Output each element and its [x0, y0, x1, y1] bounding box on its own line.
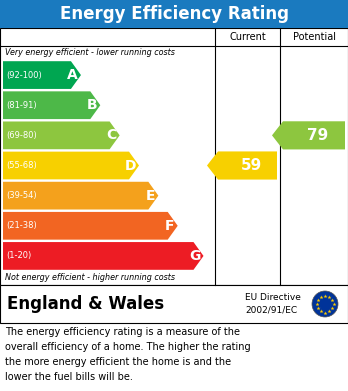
Polygon shape [3, 91, 100, 119]
Text: D: D [125, 158, 136, 172]
Bar [0, 28, 348, 285]
Text: (81-91): (81-91) [6, 101, 37, 110]
Polygon shape [3, 182, 158, 210]
Text: 79: 79 [307, 128, 329, 143]
Text: 59: 59 [241, 158, 262, 173]
Polygon shape [3, 212, 178, 240]
Text: Potential: Potential [293, 32, 335, 42]
Text: E: E [146, 188, 155, 203]
Polygon shape [3, 122, 120, 149]
Text: England & Wales: England & Wales [7, 295, 164, 313]
Bar [0, 285, 348, 323]
Text: Energy Efficiency Rating: Energy Efficiency Rating [60, 5, 288, 23]
Polygon shape [3, 61, 81, 89]
Text: overall efficiency of a home. The higher the rating: overall efficiency of a home. The higher… [5, 342, 251, 352]
Text: (92-100): (92-100) [6, 70, 42, 80]
Text: G: G [189, 249, 200, 263]
Polygon shape [3, 152, 139, 179]
Polygon shape [3, 242, 204, 270]
Bar [0, 0, 348, 28]
Text: (69-80): (69-80) [6, 131, 37, 140]
Circle shape [312, 291, 338, 317]
Text: B: B [87, 98, 97, 112]
Text: F: F [165, 219, 175, 233]
Text: Very energy efficient - lower running costs: Very energy efficient - lower running co… [5, 48, 175, 57]
Text: the more energy efficient the home is and the: the more energy efficient the home is an… [5, 357, 231, 367]
Text: (55-68): (55-68) [6, 161, 37, 170]
Text: (39-54): (39-54) [6, 191, 37, 200]
Polygon shape [207, 151, 277, 179]
Text: lower the fuel bills will be.: lower the fuel bills will be. [5, 372, 133, 382]
Text: The energy efficiency rating is a measure of the: The energy efficiency rating is a measur… [5, 327, 240, 337]
Text: A: A [67, 68, 78, 82]
Text: Current: Current [229, 32, 266, 42]
Text: (1-20): (1-20) [6, 251, 31, 260]
Text: EU Directive
2002/91/EC: EU Directive 2002/91/EC [245, 293, 301, 315]
Text: C: C [106, 128, 117, 142]
Text: (21-38): (21-38) [6, 221, 37, 230]
Polygon shape [272, 121, 345, 149]
Text: Not energy efficient - higher running costs: Not energy efficient - higher running co… [5, 273, 175, 282]
